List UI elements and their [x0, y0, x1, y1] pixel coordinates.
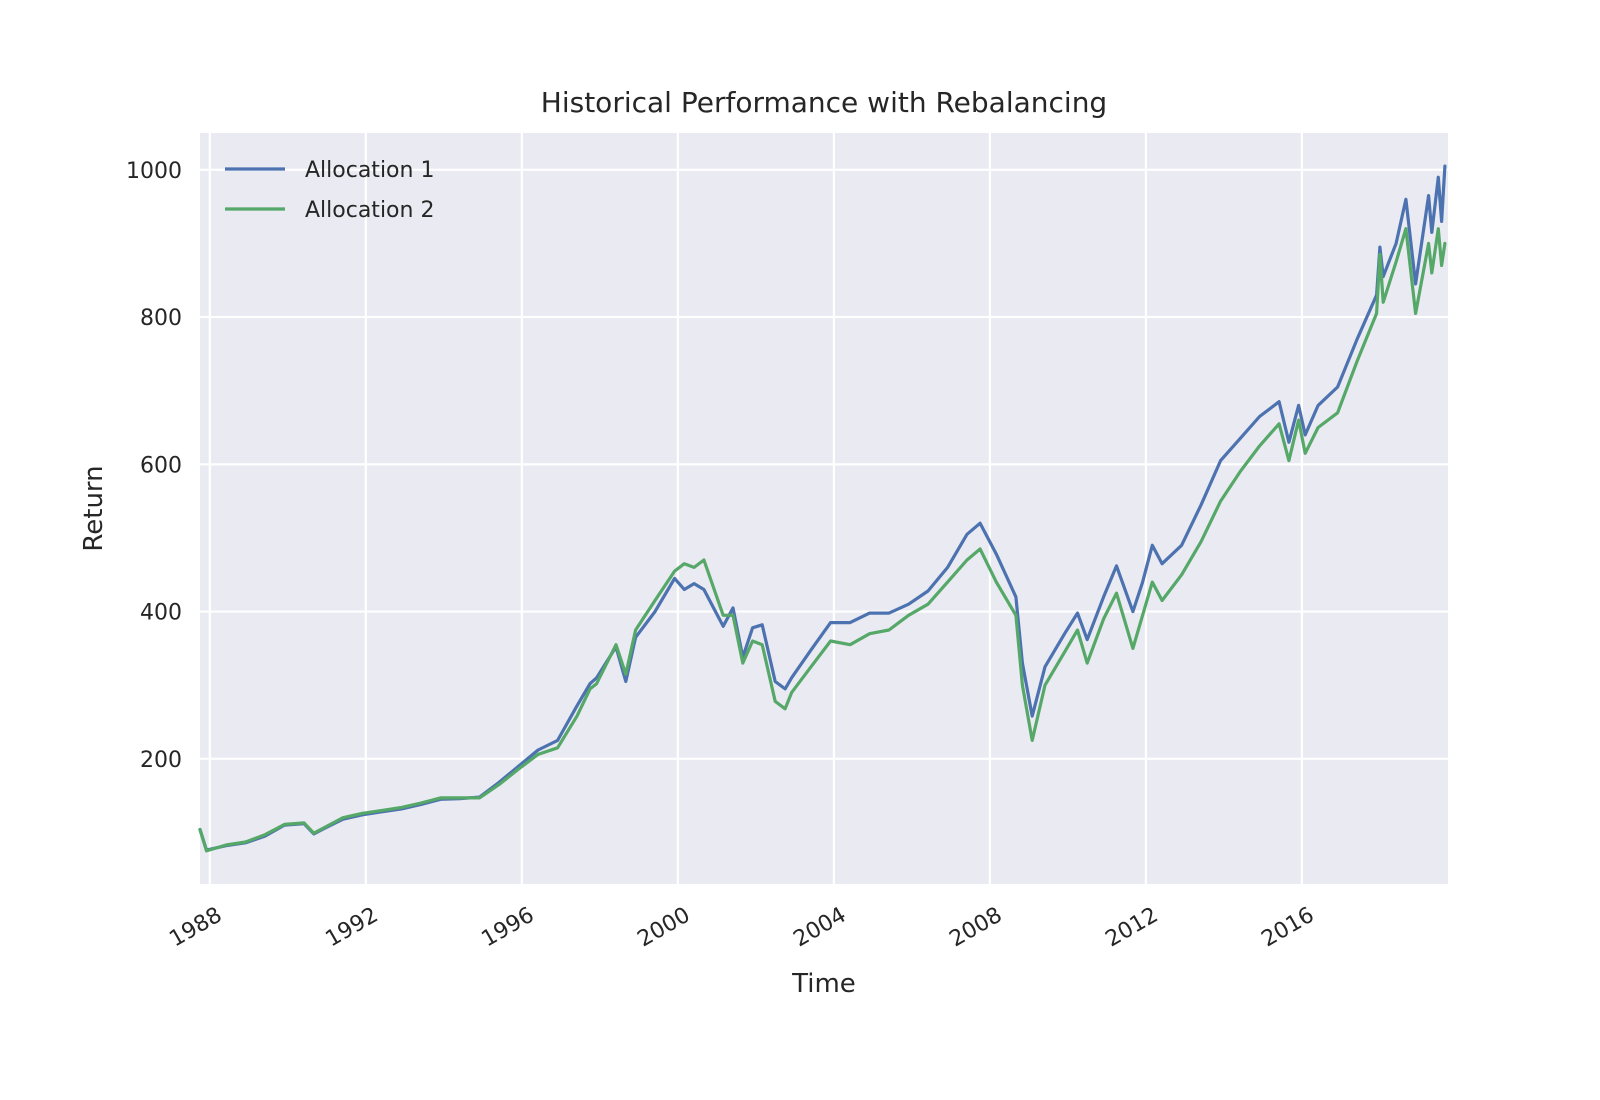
series-line-2	[198, 227, 1447, 853]
y-axis-label: Return	[79, 465, 109, 551]
x-tick-label: 2000	[633, 903, 694, 953]
y-tick-label: 400	[140, 601, 182, 626]
x-axis-ticks: 1988 1992 1996 2000 2004 2008 2012 2016	[165, 903, 1318, 953]
x-tick-label: 2012	[1102, 903, 1163, 953]
y-axis-ticks: 200 400 600 800 1000	[126, 159, 182, 773]
x-tick-label: 2008	[946, 903, 1007, 953]
legend: Allocation 1 Allocation 2	[225, 158, 434, 223]
y-tick-label: 800	[140, 306, 182, 331]
y-tick-label: 1000	[126, 159, 182, 184]
x-tick-label: 1992	[321, 903, 382, 953]
y-tick-label: 600	[140, 453, 182, 478]
y-tick-label: 200	[140, 748, 182, 773]
x-axis-label: Time	[791, 969, 856, 999]
legend-label-2: Allocation 2	[305, 198, 434, 223]
chart-title: Historical Performance with Rebalancing	[541, 86, 1107, 119]
x-tick-label: 1996	[477, 903, 538, 953]
plot-area-group	[198, 133, 1448, 884]
x-tick-label: 2004	[789, 903, 850, 953]
x-tick-label: 1988	[165, 903, 226, 953]
gridlines	[200, 133, 1448, 884]
legend-label-1: Allocation 1	[305, 158, 434, 183]
plot-background	[200, 133, 1448, 884]
series-lines	[198, 164, 1447, 853]
x-tick-label: 2016	[1258, 903, 1319, 953]
